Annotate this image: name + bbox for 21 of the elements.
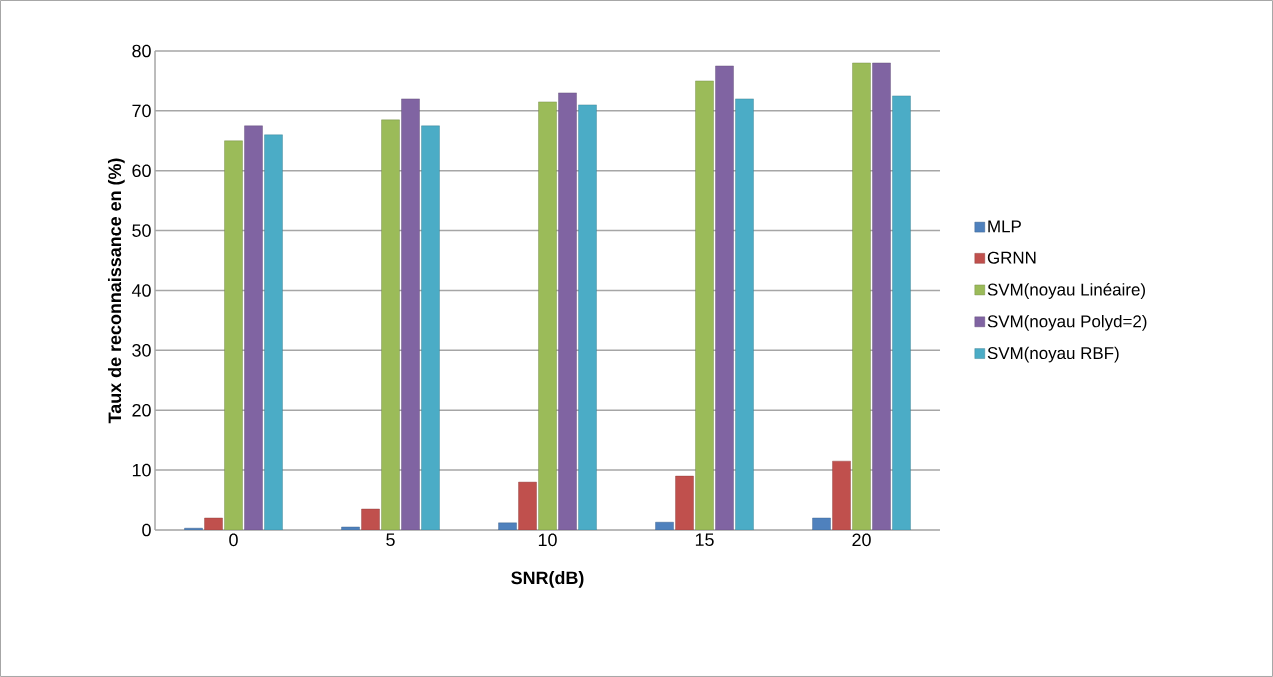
y-tick-label: 80 bbox=[132, 44, 151, 58]
x-tick-label: 0 bbox=[229, 533, 238, 547]
x-tick-label: 20 bbox=[852, 533, 871, 547]
x-tick-label: 5 bbox=[386, 533, 395, 547]
y-tick-label: 10 bbox=[132, 463, 151, 477]
y-tick-label: 40 bbox=[131, 284, 151, 297]
y-tick-label: 70 bbox=[132, 104, 151, 118]
y-axis-title: Taux de reconnaissance en (%) bbox=[107, 158, 125, 424]
y-tick-label: 30 bbox=[132, 344, 151, 357]
y-tick-label: 0 bbox=[142, 523, 151, 537]
legend-label: MLP bbox=[988, 220, 1021, 233]
x-tick-label: 10 bbox=[538, 533, 557, 547]
x-tick-label: 15 bbox=[695, 533, 714, 547]
legend-label: SVM(noyau Polyd=2) bbox=[987, 314, 1147, 331]
x-axis-title: SNR(dB) bbox=[511, 571, 584, 588]
y-tick-label: 20 bbox=[132, 403, 151, 417]
legend-label: SVM(noyau Linéaire) bbox=[987, 282, 1145, 299]
legend-label: GRNN bbox=[987, 251, 1036, 264]
y-tick-label: 50 bbox=[132, 224, 151, 237]
legend-label: SVM(noyau RBF) bbox=[987, 346, 1119, 363]
y-tick-label: 60 bbox=[132, 164, 151, 178]
